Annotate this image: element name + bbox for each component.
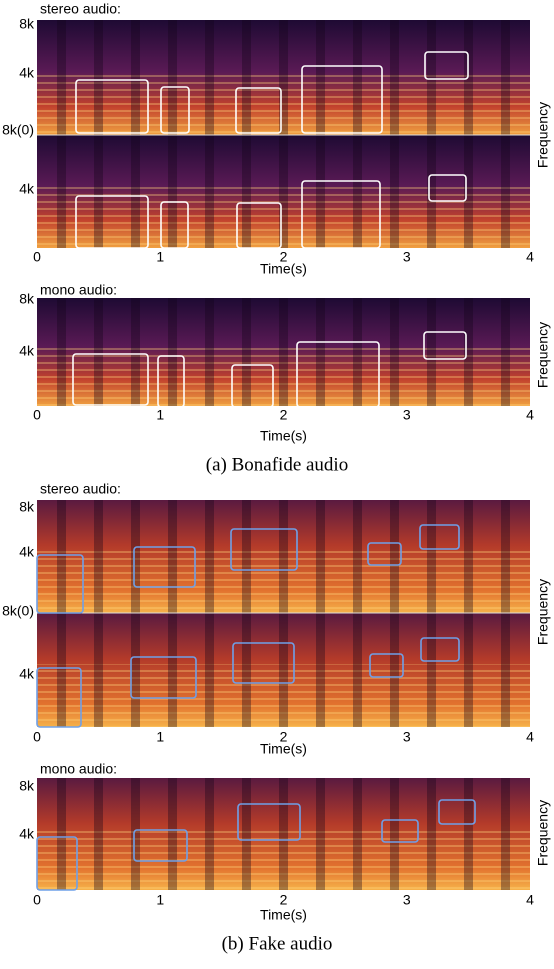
y-tick-label: 4k — [19, 65, 35, 81]
highlight-box — [75, 195, 149, 249]
highlight-box — [160, 86, 190, 134]
spectrogram-pauses — [37, 500, 530, 613]
highlight-box — [438, 799, 476, 825]
spectrogram-pauses — [37, 20, 530, 135]
y-axis-label: Frequency — [535, 800, 551, 866]
highlight-box — [367, 542, 402, 566]
x-tick-label: 3 — [403, 249, 411, 265]
x-axis-label: Time(s) — [260, 741, 307, 757]
y-tick-label: 8k — [19, 16, 35, 32]
panel-label: stereo audio: — [40, 481, 121, 497]
highlight-box — [36, 836, 78, 891]
highlight-box — [133, 546, 196, 588]
highlight-box — [232, 642, 295, 684]
highlight-box — [160, 201, 189, 249]
x-tick-label: 1 — [156, 729, 164, 745]
x-tick-label: 4 — [526, 249, 534, 265]
highlight-box — [235, 87, 282, 134]
x-tick-label: 4 — [526, 407, 534, 423]
y-tick-label: 8k — [19, 499, 35, 515]
y-axis-label: Frequency — [535, 322, 551, 388]
highlight-box — [75, 79, 149, 134]
highlight-box — [157, 355, 185, 408]
highlight-box — [369, 653, 404, 678]
y-tick-label: 4k — [19, 181, 35, 197]
highlight-box — [231, 364, 274, 408]
panel-label: stereo audio: — [40, 1, 121, 17]
spectrogram-pauses — [37, 613, 530, 727]
y-tick-label: 4k — [19, 666, 35, 682]
highlight-box — [130, 656, 197, 699]
caption: (b) Fake audio — [222, 933, 333, 954]
x-tick-label: 2 — [280, 249, 288, 265]
x-tick-label: 0 — [33, 407, 41, 423]
caption: (a) Bonafide audio — [206, 454, 348, 475]
y-tick-label: 8k — [19, 291, 35, 307]
spectrogram-pauses — [37, 778, 530, 890]
y-axis-label: Frequency — [535, 102, 551, 168]
x-tick-label: 4 — [526, 729, 534, 745]
x-tick-label: 3 — [403, 892, 411, 908]
x-tick-label: 2 — [280, 892, 288, 908]
highlight-box — [236, 202, 282, 249]
highlight-box — [420, 637, 460, 662]
x-axis-label: Time(s) — [260, 907, 307, 923]
x-axis-label: Time(s) — [260, 261, 307, 277]
highlight-box — [419, 524, 460, 550]
spectrogram-pauses — [37, 135, 530, 248]
x-tick-label: 3 — [403, 729, 411, 745]
highlight-box — [72, 353, 149, 406]
y-tick-label: 8k(0) — [2, 122, 34, 138]
y-tick-label: 4k — [19, 343, 35, 359]
highlight-box — [423, 331, 467, 360]
y-tick-label: 4k — [19, 544, 35, 560]
spectrogram-pauses — [37, 298, 530, 406]
x-tick-label: 1 — [156, 249, 164, 265]
x-tick-label: 2 — [280, 729, 288, 745]
highlight-box — [237, 803, 301, 841]
y-tick-label: 8k(0) — [2, 603, 34, 619]
y-tick-label: 8k — [19, 778, 35, 794]
x-tick-label: 1 — [156, 407, 164, 423]
highlight-box — [36, 554, 84, 614]
x-tick-label: 3 — [403, 407, 411, 423]
y-tick-label: 4k — [19, 826, 35, 842]
highlight-box — [381, 819, 419, 843]
x-tick-label: 4 — [526, 892, 534, 908]
highlight-box — [133, 829, 188, 862]
x-tick-label: 0 — [33, 892, 41, 908]
highlight-box — [301, 65, 383, 134]
x-tick-label: 0 — [33, 729, 41, 745]
highlight-box — [301, 180, 381, 249]
x-axis-label: Time(s) — [260, 428, 307, 444]
panel-label: mono audio: — [40, 282, 117, 298]
highlight-box — [36, 667, 82, 728]
x-tick-label: 0 — [33, 249, 41, 265]
highlight-box — [296, 341, 380, 408]
x-tick-label: 1 — [156, 892, 164, 908]
highlight-box — [424, 51, 469, 80]
x-tick-label: 2 — [280, 407, 288, 423]
highlight-box — [230, 528, 298, 571]
y-axis-label: Frequency — [535, 579, 551, 645]
highlight-box — [428, 174, 467, 202]
panel-label: mono audio: — [40, 761, 117, 777]
